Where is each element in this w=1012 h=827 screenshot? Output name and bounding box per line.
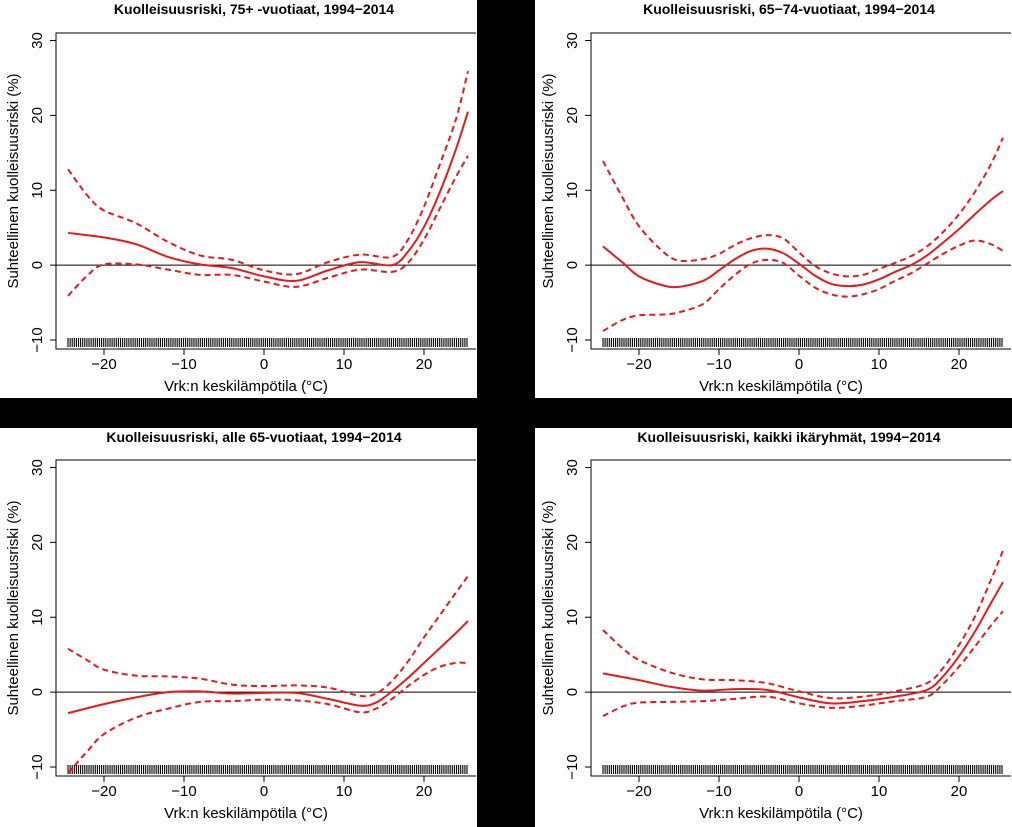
- series-line-estimate: [67, 620, 469, 715]
- y-tick-label: 20: [564, 107, 581, 124]
- chart-panel-65-74: Kuolleisuusriski, 65−74-vuotiaat, 1994−2…: [535, 0, 1012, 398]
- y-tick-label: 10: [564, 182, 581, 199]
- x-tick-label: 0: [795, 783, 803, 800]
- y-axis-title: Suhteellinen kuolleisuusriski (%): [540, 500, 557, 715]
- x-tick-label: 20: [416, 783, 433, 800]
- x-tick-label: −20: [91, 783, 116, 800]
- y-tick-label: 0: [564, 688, 581, 696]
- x-tick-label: −10: [171, 783, 196, 800]
- chart-svg: Kuolleisuusriski, 65−74-vuotiaat, 1994−2…: [540, 1, 1011, 395]
- y-tick-label: 0: [29, 688, 46, 696]
- series-line-estimate: [67, 111, 469, 283]
- y-tick-label: 10: [29, 182, 46, 199]
- x-tick-label: −20: [626, 356, 651, 373]
- chart-svg: Kuolleisuusriski, kaikki ikäryhmät, 1994…: [540, 429, 1011, 822]
- chart-title: Kuolleisuusriski, 65−74-vuotiaat, 1994−2…: [643, 1, 935, 17]
- chart-title: Kuolleisuusriski, alle 65-vuotiaat, 1994…: [106, 429, 402, 445]
- series-line-lower-ci: [67, 661, 469, 774]
- y-tick-label: −10: [29, 327, 46, 352]
- x-axis-title: Vrk:n keskilämpötila (°C): [699, 805, 863, 822]
- x-tick-label: −10: [706, 783, 731, 800]
- y-tick-label: −10: [29, 754, 46, 779]
- chart-svg: Kuolleisuusriski, alle 65-vuotiaat, 1994…: [5, 429, 476, 822]
- x-tick-label: 20: [416, 356, 433, 373]
- chart-panel-75plus: Kuolleisuusriski, 75+ -vuotiaat, 1994−20…: [0, 0, 477, 398]
- plot-frame: [590, 32, 1011, 350]
- y-tick-label: 30: [564, 459, 581, 476]
- series-line-estimate: [602, 581, 1004, 705]
- x-tick-label: −20: [91, 356, 116, 373]
- x-tick-label: 10: [336, 356, 353, 373]
- x-axis-title: Vrk:n keskilämpötila (°C): [164, 805, 328, 822]
- chart-title: Kuolleisuusriski, kaikki ikäryhmät, 1994…: [637, 429, 940, 445]
- y-tick-label: 30: [29, 32, 46, 49]
- rug-ticks: [602, 765, 1003, 774]
- chart-panel-all-ages: Kuolleisuusriski, kaikki ikäryhmät, 1994…: [535, 428, 1012, 827]
- x-tick-label: 0: [260, 783, 268, 800]
- x-tick-label: 20: [951, 356, 968, 373]
- series-line-upper-ci: [67, 70, 469, 276]
- series-line-estimate: [602, 190, 1004, 289]
- rug-ticks: [67, 338, 468, 347]
- plot-frame: [55, 32, 476, 350]
- x-tick-label: −10: [171, 356, 196, 373]
- plot-frame: [55, 459, 476, 777]
- x-tick-label: 0: [795, 356, 803, 373]
- y-tick-label: 20: [29, 534, 46, 551]
- y-tick-label: 30: [29, 459, 46, 476]
- series-line-upper-ci: [602, 137, 1004, 278]
- y-axis-title: Suhteellinen kuolleisuusriski (%): [5, 500, 22, 715]
- y-tick-label: −10: [564, 327, 581, 352]
- x-tick-label: 20: [951, 783, 968, 800]
- chart-title: Kuolleisuusriski, 75+ -vuotiaat, 1994−20…: [114, 1, 394, 17]
- y-axis-title: Suhteellinen kuolleisuusriski (%): [5, 73, 22, 288]
- plot-frame: [590, 459, 1011, 777]
- y-tick-label: 30: [564, 32, 581, 49]
- series-line-lower-ci: [602, 239, 1004, 332]
- y-axis-title: Suhteellinen kuolleisuusriski (%): [540, 73, 557, 288]
- y-tick-label: 10: [29, 609, 46, 626]
- series-line-upper-ci: [67, 575, 469, 698]
- y-tick-label: 10: [564, 609, 581, 626]
- y-tick-label: 0: [564, 261, 581, 269]
- chart-svg: Kuolleisuusriski, 75+ -vuotiaat, 1994−20…: [5, 1, 476, 395]
- rug-ticks: [67, 765, 468, 774]
- x-tick-label: 0: [260, 356, 268, 373]
- y-tick-label: 20: [29, 107, 46, 124]
- series-line-lower-ci: [602, 610, 1004, 717]
- x-axis-title: Vrk:n keskilämpötila (°C): [164, 378, 328, 395]
- series-line-lower-ci: [67, 155, 469, 297]
- chart-panel-under-65: Kuolleisuusriski, alle 65-vuotiaat, 1994…: [0, 428, 477, 827]
- x-tick-label: 10: [871, 783, 888, 800]
- x-tick-label: 10: [336, 783, 353, 800]
- y-tick-label: −10: [564, 754, 581, 779]
- x-tick-label: −20: [626, 783, 651, 800]
- x-tick-label: 10: [871, 356, 888, 373]
- x-axis-title: Vrk:n keskilämpötila (°C): [699, 378, 863, 395]
- x-tick-label: −10: [706, 356, 731, 373]
- series-line-upper-ci: [602, 550, 1004, 700]
- rug-ticks: [602, 338, 1003, 347]
- y-tick-label: 20: [564, 534, 581, 551]
- y-tick-label: 0: [29, 261, 46, 269]
